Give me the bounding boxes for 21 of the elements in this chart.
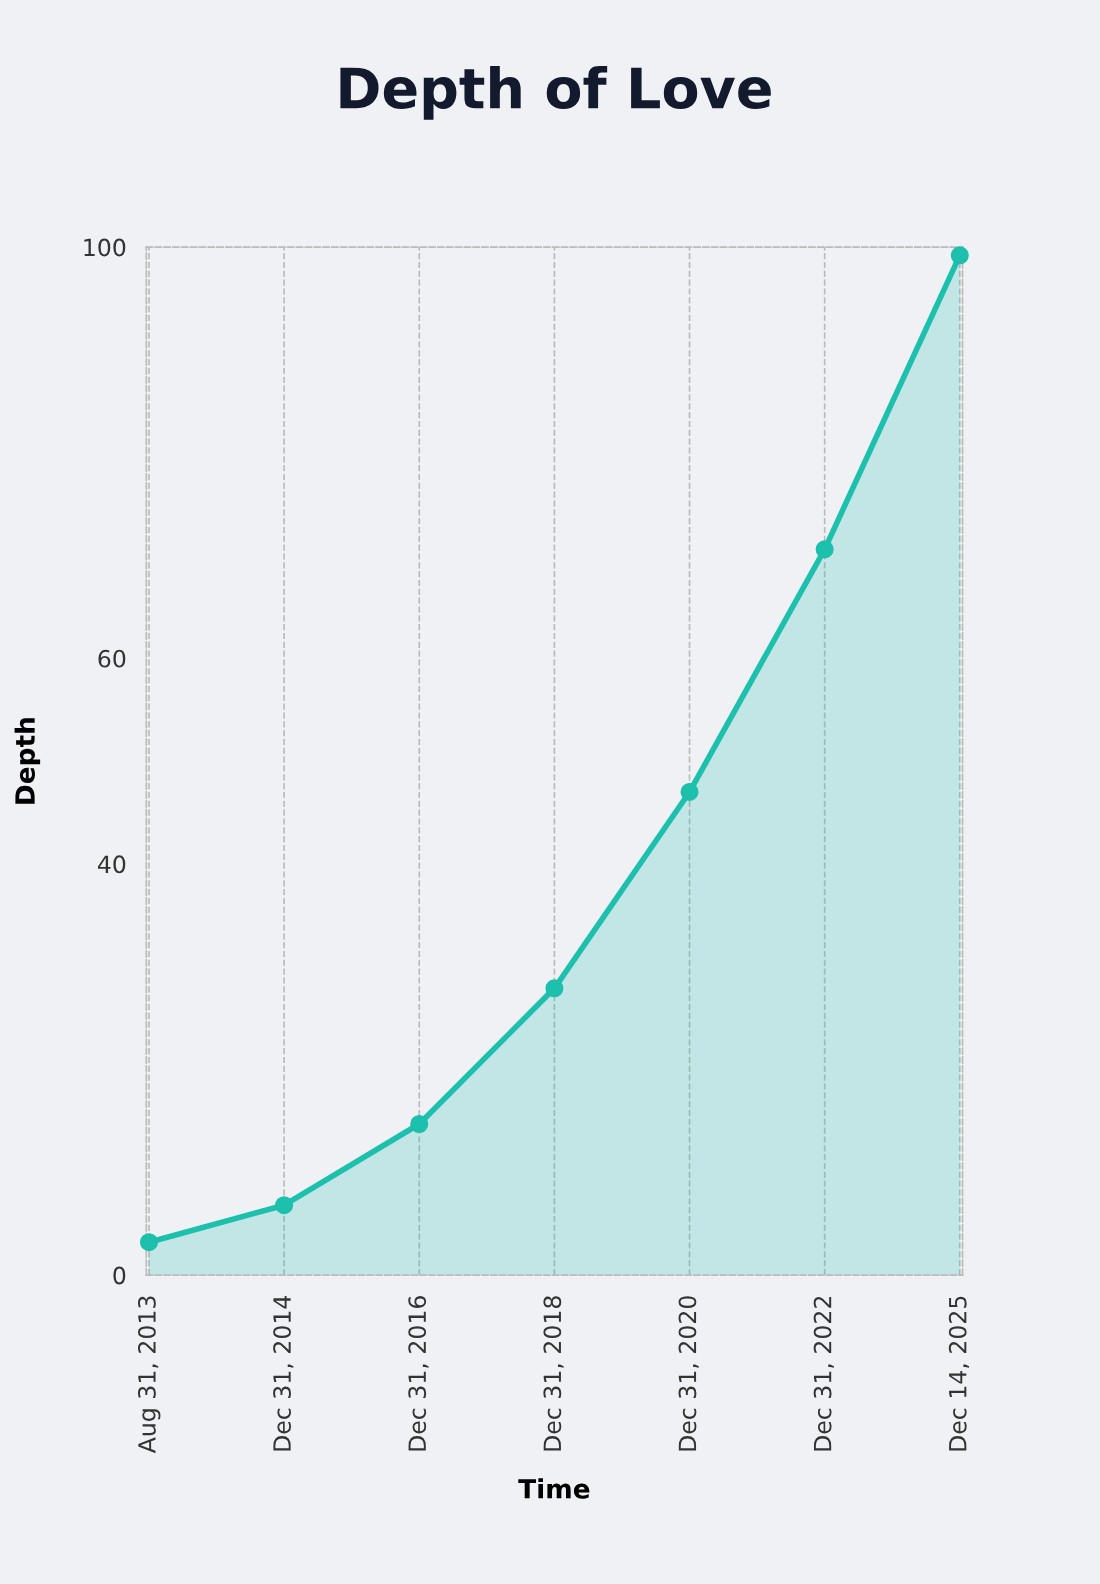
- x-tick-label: Dec 31, 2022: [813, 1296, 834, 1451]
- x-tick-label: Dec 31, 2016: [408, 1296, 429, 1451]
- x-tick-label: Dec 14, 2025: [948, 1296, 970, 1451]
- x-tick-label: Dec 31, 2014: [273, 1295, 294, 1451]
- point: [410, 1114, 429, 1134]
- y-tick-label: 0: [113, 1266, 126, 1285]
- y-tick-label: 40: [97, 855, 126, 874]
- point: [950, 246, 969, 265]
- x-tick-label: Dec 31, 2018: [543, 1296, 564, 1451]
- chart-title: Depth of Love: [340, 66, 771, 120]
- point: [545, 979, 564, 998]
- point: [815, 540, 834, 559]
- point: [680, 782, 699, 801]
- y-tick-label: 60: [98, 649, 126, 668]
- point: [139, 1233, 159, 1252]
- y-tick-label: 100: [84, 238, 126, 257]
- x-tick-label: Aug 31, 2013: [137, 1296, 161, 1454]
- x-tick-label: Dec 31, 2020: [678, 1296, 699, 1451]
- y-axis-title: Depth: [14, 718, 41, 804]
- point: [275, 1196, 294, 1215]
- x-axis-title: Time: [518, 1478, 590, 1499]
